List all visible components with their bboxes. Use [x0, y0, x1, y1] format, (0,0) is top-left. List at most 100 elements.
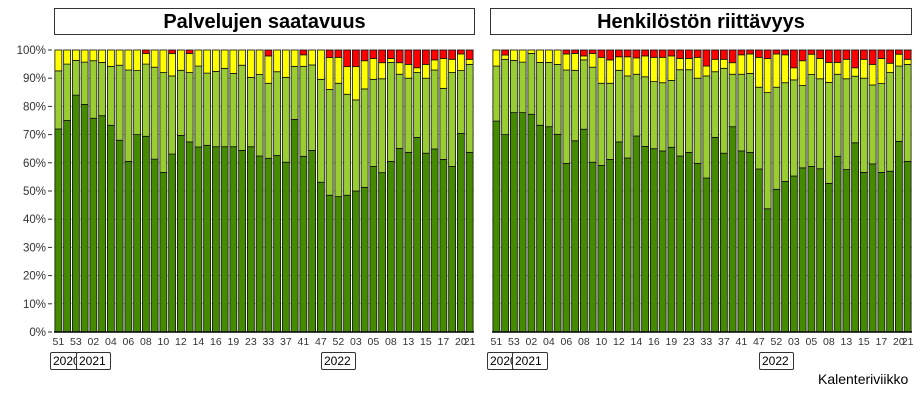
- x-tick-label: 05: [806, 336, 818, 348]
- bar-segment-yellow: [203, 49, 211, 74]
- bar-segment-light-green: [281, 76, 290, 163]
- bar-segment-dark-green: [886, 170, 895, 333]
- bar-segment-dark-green: [413, 137, 421, 333]
- bar-segment-red: [571, 49, 580, 54]
- bar-segment-red: [404, 49, 413, 65]
- bar-segment-light-green: [833, 73, 842, 157]
- bar-segment-yellow: [386, 58, 395, 63]
- bar-segment-red: [667, 49, 676, 57]
- bar-segment-light-green: [378, 78, 386, 174]
- bar-segment-yellow: [807, 53, 816, 75]
- bar-segment-light-green: [807, 74, 816, 167]
- bar-segment-light-green: [650, 81, 658, 150]
- bar-segment-red: [641, 49, 650, 57]
- x-tick-label: 05: [368, 336, 380, 348]
- x-tick-label: 53: [508, 336, 520, 348]
- bar-segment-yellow: [334, 56, 343, 84]
- x-tick-label: 08: [385, 336, 397, 348]
- bar-segment-light-green: [518, 61, 527, 114]
- bar-segment-yellow: [80, 49, 89, 63]
- bar-segment-red: [580, 49, 588, 57]
- bar-segment-light-green: [816, 78, 825, 170]
- x-tick-label: 15: [858, 336, 870, 348]
- bar-segment-yellow: [763, 58, 772, 93]
- bar-segment-light-green: [658, 82, 667, 152]
- bar-segment-light-green: [404, 77, 413, 153]
- bar-segment-yellow: [746, 53, 755, 74]
- bar-segment-dark-green: [860, 171, 868, 333]
- bar-segment-yellow: [211, 49, 220, 72]
- bar-segment-red: [343, 49, 351, 68]
- bar-segment-dark-green: [527, 113, 536, 333]
- bar-segment-light-green: [580, 59, 588, 130]
- bar-segment-yellow: [421, 63, 430, 79]
- bar-segment-yellow: [448, 58, 456, 73]
- bar-segment-yellow: [667, 55, 676, 81]
- bar-segment-light-green: [133, 70, 141, 135]
- bar-segment-dark-green: [728, 126, 737, 333]
- bar-segment-light-green: [798, 85, 807, 169]
- bar-segment-dark-green: [763, 208, 772, 333]
- bar-segment-red: [693, 49, 702, 58]
- bar-segment-light-green: [860, 77, 868, 173]
- bar-segment-light-green: [343, 93, 351, 196]
- bar-segment-light-green: [54, 70, 63, 130]
- bar-segment-yellow: [299, 54, 308, 67]
- bar-segment-yellow: [255, 49, 264, 75]
- x-tick-label: 12: [175, 336, 187, 348]
- bar-segment-dark-green: [98, 115, 107, 333]
- bar-segment-light-green: [527, 52, 536, 115]
- x-tick-label: 02: [88, 336, 100, 348]
- year-label-2022-right: 2022: [759, 352, 794, 370]
- bar-segment-dark-green: [255, 155, 264, 333]
- year-label-2022-left: 2022: [321, 352, 356, 370]
- bar-segment-yellow: [54, 49, 63, 72]
- x-tick-label: 13: [403, 336, 415, 348]
- bar-segment-dark-green: [658, 150, 667, 333]
- bar-segment-red: [825, 49, 833, 63]
- x-tick-label: 02: [526, 336, 538, 348]
- bar-segment-light-green: [413, 72, 421, 138]
- bar-segment-red: [378, 49, 386, 64]
- bar-segment-dark-green: [825, 182, 833, 333]
- bar-segment-yellow: [781, 54, 790, 84]
- bar-segment-light-green: [825, 82, 833, 184]
- bar-segment-yellow: [886, 62, 895, 73]
- x-tick-label: 52: [333, 336, 345, 348]
- bar-segment-yellow: [562, 53, 571, 71]
- bar-segment-yellow: [98, 49, 107, 63]
- bar-segment-dark-green: [509, 112, 518, 333]
- bar-segment-red: [299, 49, 308, 56]
- bar-segment-dark-green: [308, 149, 316, 333]
- bar-segment-yellow: [360, 60, 369, 90]
- x-tick-label: 16: [210, 336, 222, 348]
- bar-segment-yellow: [737, 54, 746, 75]
- x-tick-label: 06: [123, 336, 135, 348]
- bar-segment-light-green: [325, 89, 334, 196]
- x-tick-label: 14: [631, 336, 643, 348]
- bar-segment-red: [833, 49, 842, 63]
- bar-segment-dark-green: [334, 196, 343, 333]
- bar-segment-light-green: [150, 66, 159, 160]
- bar-segment-dark-green: [168, 153, 176, 333]
- bar-segment-yellow: [465, 58, 474, 65]
- bar-segment-dark-green: [456, 133, 465, 333]
- bar-segment-dark-green: [807, 166, 816, 333]
- bar-segment-yellow: [658, 56, 667, 84]
- y-tick-label: 100%: [17, 45, 46, 57]
- bar-segment-yellow: [509, 49, 518, 61]
- bar-segment-dark-green: [80, 104, 89, 333]
- bar-segment-yellow: [439, 58, 448, 89]
- bar-segment-light-green: [80, 61, 89, 105]
- x-tick-label: 19: [666, 336, 678, 348]
- bar-segment-red: [430, 49, 439, 61]
- bar-segment-light-green: [553, 63, 562, 135]
- bar-segment-yellow: [571, 52, 580, 71]
- bar-segment-red: [737, 49, 746, 56]
- bar-segment-red: [465, 49, 474, 60]
- x-tick-label: 04: [543, 336, 555, 348]
- bar-segment-light-green: [720, 67, 728, 154]
- bar-segment-yellow: [623, 56, 632, 77]
- bar-segment-yellow: [413, 67, 421, 73]
